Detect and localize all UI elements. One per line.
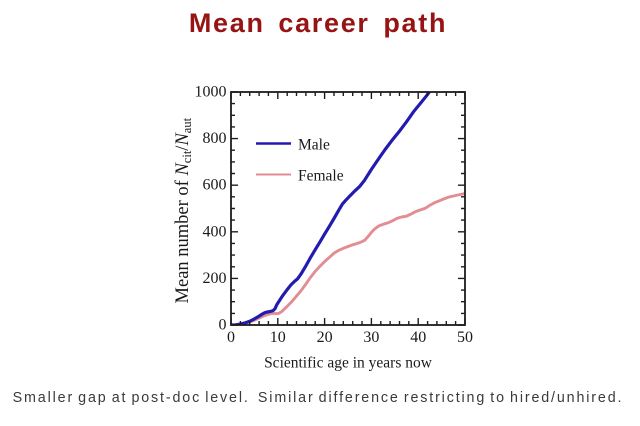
svg-text:400: 400 <box>203 223 227 240</box>
svg-text:0: 0 <box>227 329 235 346</box>
svg-text:30: 30 <box>363 329 379 346</box>
svg-text:50: 50 <box>457 329 473 346</box>
svg-text:40: 40 <box>410 329 426 346</box>
svg-text:Female: Female <box>298 168 344 185</box>
svg-text:Mean number of Ncit/Naut: Mean number of Ncit/Naut <box>173 117 194 303</box>
svg-text:1000: 1000 <box>195 84 227 101</box>
svg-text:600: 600 <box>203 177 227 194</box>
svg-text:10: 10 <box>270 329 286 346</box>
svg-text:0: 0 <box>219 317 227 334</box>
svg-text:Male: Male <box>298 137 330 154</box>
svg-text:20: 20 <box>317 329 333 346</box>
svg-text:Scientific age in years now: Scientific age in years now <box>264 355 433 372</box>
svg-text:800: 800 <box>203 130 227 147</box>
svg-text:200: 200 <box>203 270 227 287</box>
